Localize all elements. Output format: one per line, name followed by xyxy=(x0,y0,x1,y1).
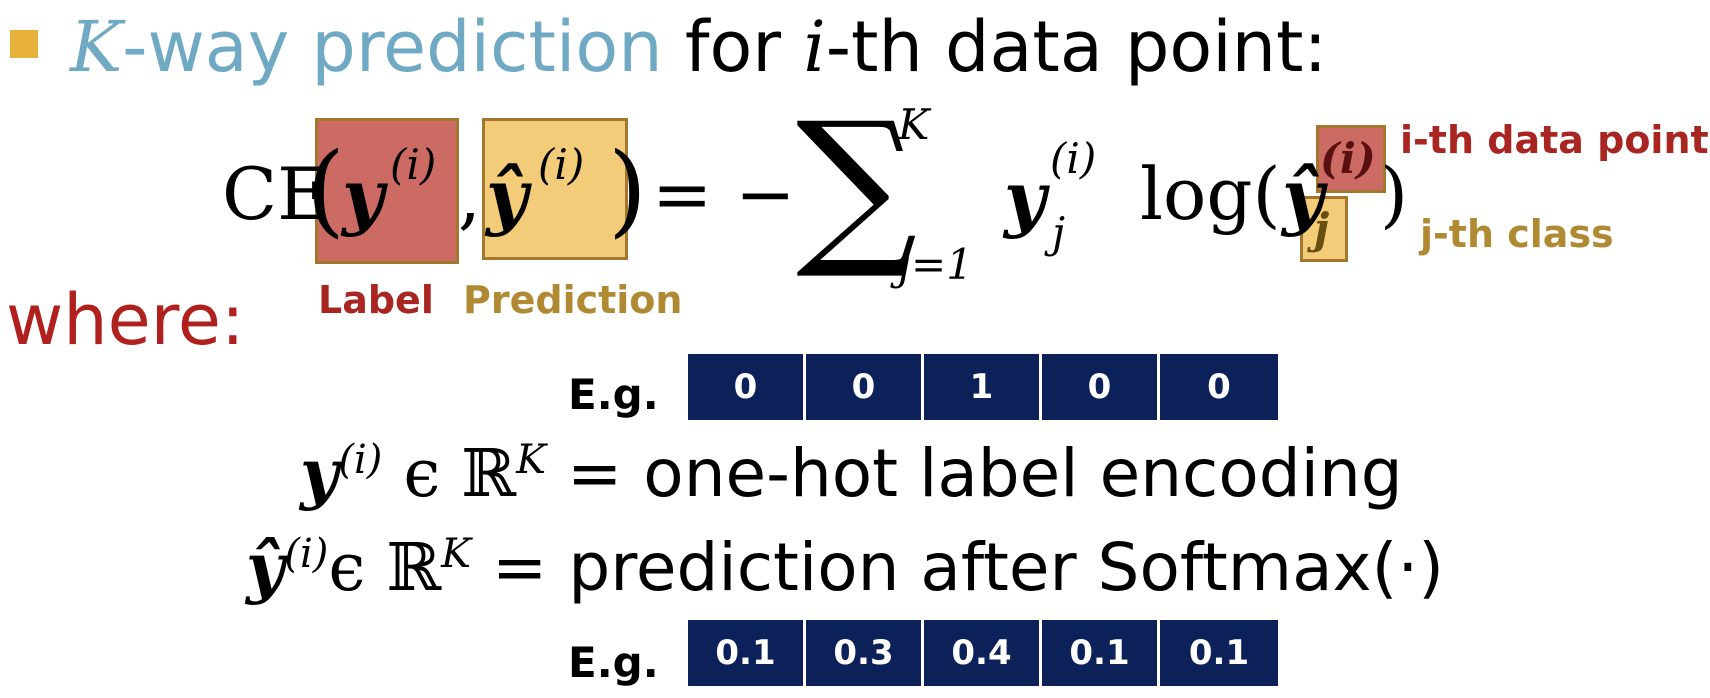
one-hot-cell: 0 xyxy=(1042,354,1160,420)
softmax-cell: 0.1 xyxy=(1160,620,1278,686)
formula-equals-minus: = − xyxy=(652,152,796,236)
i-index-highlight-box xyxy=(1316,125,1386,193)
bullet-icon xyxy=(10,30,38,58)
sum-upper-limit: K xyxy=(898,100,930,149)
prediction-tag: Prediction xyxy=(463,278,683,322)
formula-log-yhat: ŷ xyxy=(1282,153,1324,238)
formula-y-j-sub: j xyxy=(1052,208,1066,257)
formula-ce: CE xyxy=(222,152,330,236)
one-hot-cell: 0 xyxy=(1160,354,1278,420)
formula-log-sup: (i) xyxy=(1320,134,1376,183)
label-tag: Label xyxy=(318,278,434,322)
formula-pred-sup: (i) xyxy=(538,140,585,189)
formula-label-y: y xyxy=(342,153,384,238)
ith-data-point-tag: i-th data point xyxy=(1400,118,1709,162)
j-index-highlight-box xyxy=(1300,196,1348,262)
formula-log: log( xyxy=(1140,152,1281,236)
softmax-cell: 0.1 xyxy=(688,620,806,686)
formula-rparen: ) xyxy=(608,131,648,248)
formula-comma: , xyxy=(458,154,481,238)
prediction-highlight-box xyxy=(482,118,628,260)
title-highlight: K-way prediction xyxy=(70,6,663,88)
prediction-definition: ŷ(i)ϵ ℝK = prediction after Softmax(·) xyxy=(246,528,1445,606)
where-heading: where: xyxy=(6,279,245,361)
softmax-cell: 0.3 xyxy=(806,620,924,686)
example-label-eg: E.g. xyxy=(568,370,659,419)
label-highlight-box xyxy=(315,118,459,264)
formula-y-j-sup: (i) xyxy=(1050,134,1097,183)
formula-pred-yhat: ŷ xyxy=(486,153,528,238)
jth-class-tag: j-th class xyxy=(1420,212,1614,256)
one-hot-cell: 1 xyxy=(924,354,1042,420)
sum-lower-limit: j=1 xyxy=(898,240,973,289)
one-hot-cell: 0 xyxy=(688,354,806,420)
one-hot-cell: 0 xyxy=(806,354,924,420)
example-pred-eg: E.g. xyxy=(568,638,659,687)
softmax-cell: 0.4 xyxy=(924,620,1042,686)
formula-log-sub: j xyxy=(1314,204,1330,253)
softmax-vector: 0.1 0.3 0.4 0.1 0.1 xyxy=(688,620,1278,686)
softmax-cell: 0.1 xyxy=(1042,620,1160,686)
formula-log-close: ) xyxy=(1380,152,1409,236)
label-definition: y(i) ϵ ℝK = one-hot label encoding xyxy=(300,434,1403,512)
slide-title: K-way prediction for i-th data point: xyxy=(70,6,1328,88)
formula-label-sup: (i) xyxy=(390,140,437,189)
summation-icon: ∑ xyxy=(796,86,918,284)
one-hot-vector: 0 0 1 0 0 xyxy=(688,354,1278,420)
formula-y-j: y xyxy=(1004,155,1046,240)
formula-lparen: ( xyxy=(306,131,346,248)
